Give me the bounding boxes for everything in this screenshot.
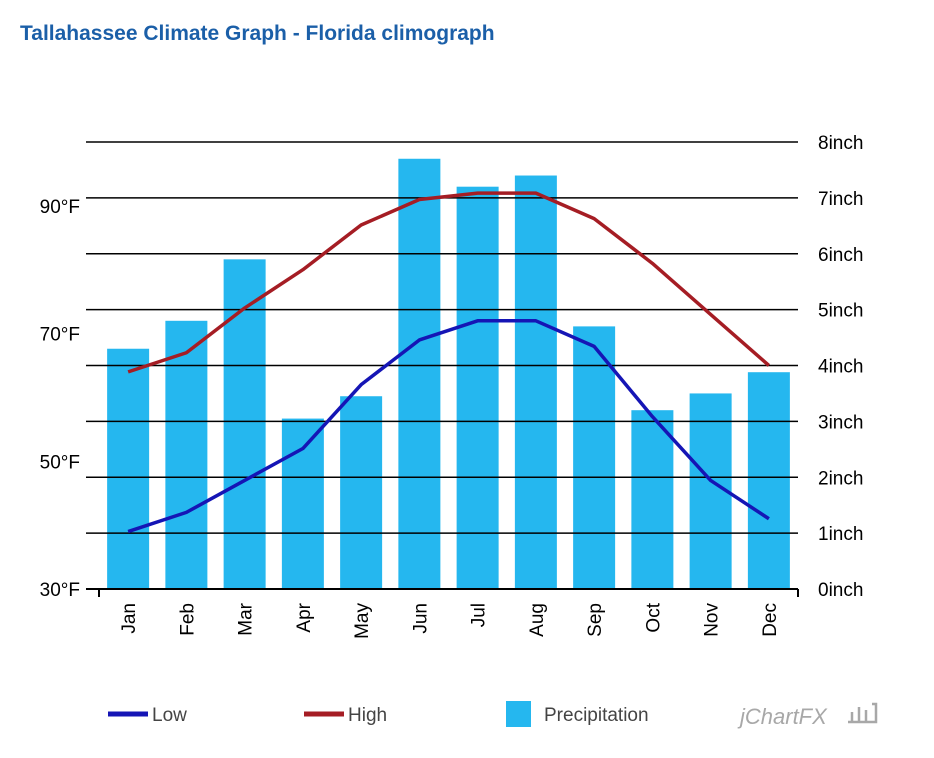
legend: Low High Precipitation — [108, 701, 649, 727]
precipitation-bar-jan — [107, 348, 150, 589]
legend-item-high: High — [304, 705, 387, 726]
category-label-feb: Feb — [177, 603, 198, 636]
precipitation-bar-sep — [573, 326, 616, 589]
legend-precipitation-label: Precipitation — [544, 705, 649, 726]
brand-chart-icon — [848, 702, 878, 724]
precipitation-bar-may — [340, 396, 383, 589]
category-label-dec: Dec — [760, 603, 781, 637]
category-label-sep: Sep — [585, 603, 606, 637]
precipitation-bar-dec — [747, 372, 790, 589]
legend-precipitation-swatch — [506, 701, 531, 727]
right-tick-label: 7inch — [818, 189, 863, 210]
right-tick-label: 8inch — [818, 133, 863, 154]
category-labels: Jan Feb Mar Apr May Jun Jul Aug Sep Oct Nov Dec — [119, 602, 781, 639]
category-label-mar: Mar — [236, 602, 257, 635]
category-label-aug: Aug — [527, 603, 548, 637]
right-tick-label: 1inch — [818, 524, 863, 545]
legend-item-precipitation: Precipitation — [506, 701, 649, 727]
right-tick-label: 6inch — [818, 245, 863, 266]
category-label-jun: Jun — [410, 603, 431, 634]
category-label-apr: Apr — [294, 602, 315, 632]
category-label-may: May — [352, 603, 373, 639]
category-label-jul: Jul — [469, 603, 490, 627]
right-axis-labels: 0inch 1inch 2inch 3inch 4inch 5inch 6inch 7inch… — [818, 133, 863, 601]
precipitation-bar-mar — [223, 259, 266, 589]
right-tick-label: 4inch — [818, 357, 863, 378]
right-tick-label: 2inch — [818, 468, 863, 489]
brand-text: jChartFX — [737, 704, 828, 729]
series-line-high — [127, 191, 771, 374]
legend-high-label: High — [348, 705, 387, 726]
right-tick-label: 3inch — [818, 412, 863, 433]
brand-logo: jChartFX — [737, 702, 878, 729]
category-label-oct: Oct — [643, 602, 664, 632]
precipitation-bar-aug — [514, 175, 557, 589]
precipitation-bar-feb — [165, 320, 208, 589]
legend-low-label: Low — [152, 705, 187, 726]
right-tick-label: 5inch — [818, 301, 863, 322]
left-tick-label: 70°F — [40, 325, 80, 346]
precipitation-bar-apr — [281, 418, 324, 589]
legend-item-low: Low — [108, 705, 187, 726]
precipitation-bar-jul — [456, 186, 499, 589]
precipitation-bar-jun — [398, 158, 441, 589]
series-line-low — [127, 319, 770, 534]
precipitation-bars — [107, 158, 790, 589]
left-tick-label: 30°F — [40, 580, 80, 601]
category-label-nov: Nov — [702, 603, 723, 637]
left-tick-label: 50°F — [40, 452, 80, 473]
left-axis-labels: 30°F 50°F 70°F 90°F — [40, 197, 80, 601]
precipitation-bar-oct — [631, 410, 674, 589]
category-label-jan: Jan — [119, 603, 140, 634]
right-tick-label: 0inch — [818, 580, 863, 601]
chart-title: Tallahassee Climate Graph - Florida clim… — [20, 22, 495, 45]
temperature-lines — [127, 191, 771, 534]
left-tick-label: 90°F — [40, 197, 80, 218]
